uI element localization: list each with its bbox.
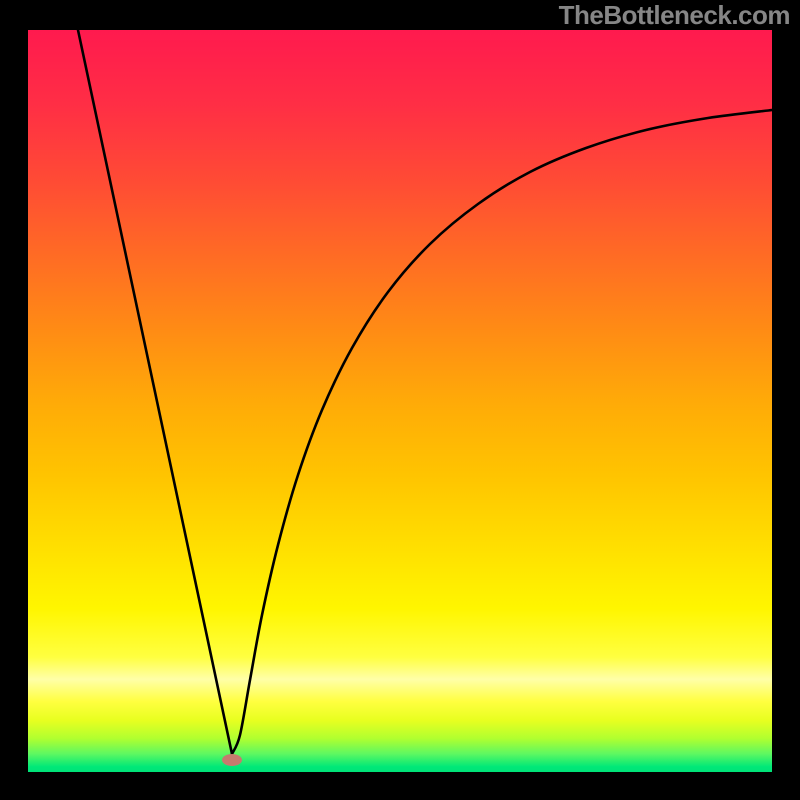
- watermark-text: TheBottleneck.com: [559, 0, 790, 31]
- bottleneck-chart: [0, 0, 800, 800]
- minimum-marker: [222, 754, 242, 766]
- chart-container: TheBottleneck.com: [0, 0, 800, 800]
- plot-background: [28, 30, 772, 772]
